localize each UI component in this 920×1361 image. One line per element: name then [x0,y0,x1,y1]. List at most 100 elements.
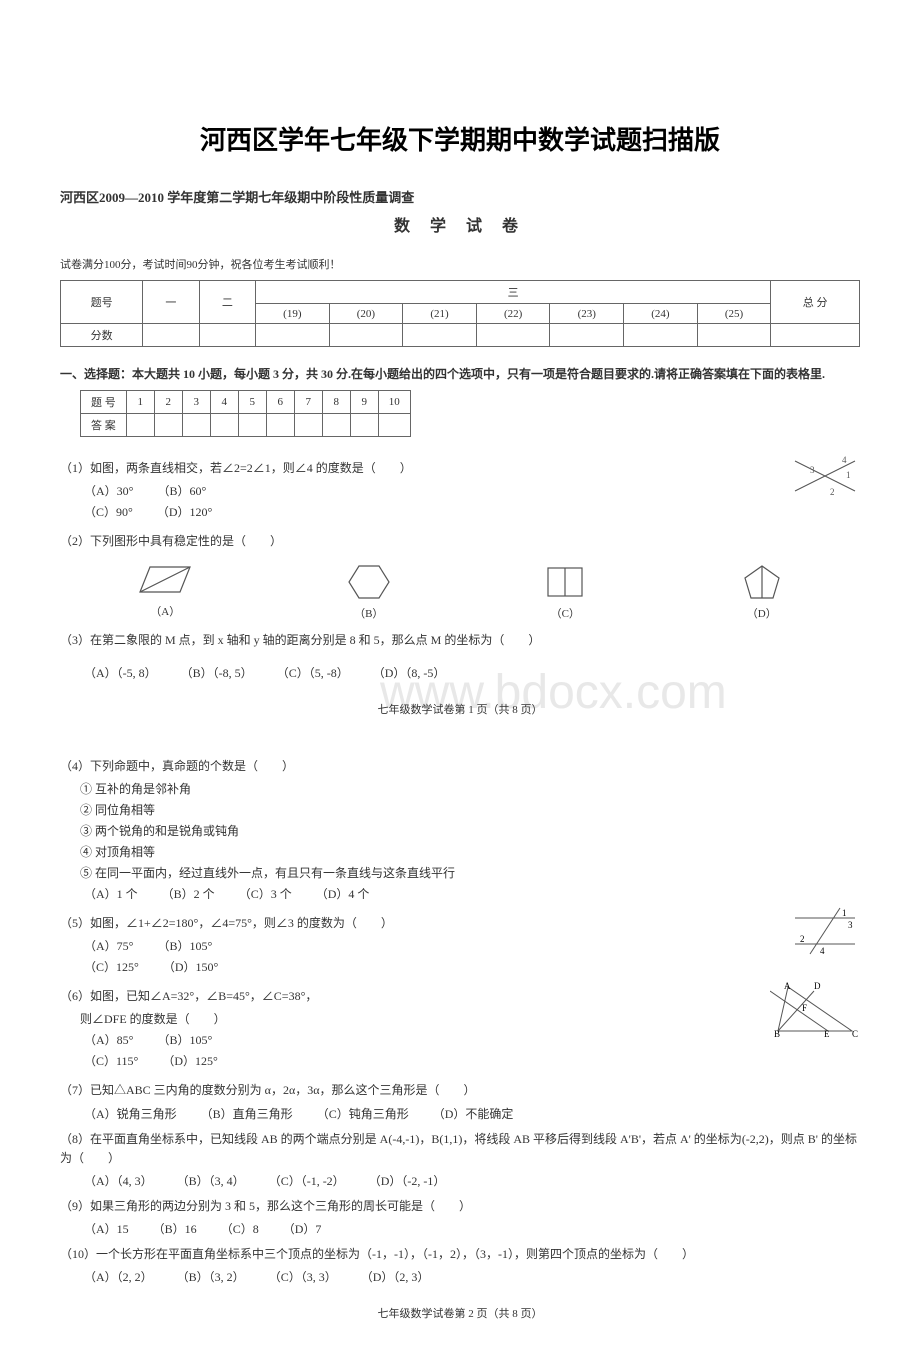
cell [624,324,698,347]
q6-opt-b: （B）105° [157,1031,212,1048]
q1-opt-d: （D）120° [157,503,212,520]
cell: 二 [199,281,255,324]
q8-text: （8）在平面直角坐标系中，已知线段 AB 的两个端点分别是 A(-4,-1)，B… [60,1130,860,1168]
svg-text:B: B [774,1029,780,1039]
q1-opt-a: （A）30° [84,482,133,499]
cell [771,324,860,347]
q1-diagram: 4 1 2 3 [790,451,860,505]
instructions: 试卷满分100分，考试时间90分钟，祝各位考生考试顺利！ [60,256,860,272]
svg-text:C: C [852,1029,858,1039]
q3-opt-d: （D）（8, -5） [373,664,446,681]
q4-sub2: ② 同位角相等 [80,801,860,818]
q4-opt-d: （D）4 个 [316,885,370,902]
cell-label: 题号 [61,281,143,324]
q3-opt-c: （C）（5, -8） [277,664,349,681]
q5-text: （5）如图，∠1+∠2=180°，∠4=75°，则∠3 的度数为（ ） [60,914,774,933]
q8-opt-a: （A）（4, 3） [84,1172,153,1189]
q4-sub4: ④ 对顶角相等 [80,843,860,860]
svg-text:1: 1 [846,470,851,480]
q1-text: （1）如图，两条直线相交，若∠2=2∠1，则∠4 的度数是（ ） [60,459,774,478]
q2-text: （2）下列图形中具有稳定性的是（ ） [60,532,860,551]
cell: (19) [256,304,330,324]
q9-opt-c: （C）8 [221,1220,259,1237]
q10-opt-d: （D）（2, 3） [361,1268,430,1285]
svg-text:4: 4 [820,946,825,956]
cell: 10 [378,391,410,414]
q9-text: （9）如果三角形的两边分别为 3 和 5，那么这个三角形的周长可能是（ ） [60,1197,860,1216]
cell: 1 [126,391,154,414]
q4-opt-b: （B）2 个 [162,885,215,902]
cell: 总 分 [771,281,860,324]
q10-opt-b: （B）（3, 2） [177,1268,245,1285]
q8-opt-c: （C）（-1, -2） [269,1172,345,1189]
cell-label: 分数 [61,324,143,347]
q7-opt-c: （C）钝角三角形 [317,1105,409,1122]
q5-opt-c: （C）125° [84,958,139,975]
q6-opt-d: （D）125° [162,1052,217,1069]
cell [256,324,330,347]
cell: (25) [697,304,771,324]
q1-opt-b: （B）60° [157,482,206,499]
cell: 答 案 [81,414,127,437]
q6-opt-c: （C）115° [84,1052,138,1069]
svg-text:2: 2 [800,934,805,944]
q10-opt-c: （C）（3, 3） [269,1268,337,1285]
q1-opt-c: （C）90° [84,503,133,520]
q3-opt-a: （A）（-5, 8） [84,664,157,681]
score-table: 题号 一 二 三 总 分 (19) (20) (21) (22) (23) (2… [60,280,860,347]
q2-label-b: （B） [346,605,392,621]
answer-grid: 题 号 1 2 3 4 5 6 7 8 9 10 答 案 [80,390,411,437]
cell: (24) [624,304,698,324]
q8-opt-d: （D）（-2, -1） [369,1172,446,1189]
exam-title: 数 学 试 卷 [60,212,860,236]
exam-header: 河西区2009—2010 学年度第二学期七年级期中阶段性质量调查 [60,187,860,206]
q9-opt-b: （B）16 [153,1220,197,1237]
svg-text:E: E [824,1029,830,1039]
q10-opt-a: （A）（2, 2） [84,1268,153,1285]
q2-shapes: （A） （B） （C） （D） [60,562,860,621]
q3-opt-b: （B）（-8, 5） [181,664,253,681]
q5-opt-a: （A）75° [84,937,133,954]
q2-label-a: （A） [135,603,195,619]
cell: 3 [182,391,210,414]
q2-label-c: （C） [542,605,588,621]
q5-diagram: 1 3 2 4 [790,906,860,960]
svg-text:1: 1 [842,908,847,918]
cell: 7 [294,391,322,414]
q6-text: （6）如图，已知∠A=32°，∠B=45°，∠C=38°， [60,987,754,1006]
svg-text:2: 2 [830,487,835,497]
page-1-footer: 七年级数学试卷第 1 页（共 8 页） [60,701,860,717]
section-1-heading: 一、选择题：本大题共 10 小题，每小题 3 分，共 30 分.在每小题给出的四… [60,365,860,384]
cell: (21) [403,304,477,324]
cell [199,324,255,347]
q3-text: （3）在第二象限的 M 点，到 x 轴和 y 轴的距离分别是 8 和 5，那么点… [60,631,860,650]
cell [403,324,477,347]
cell: 2 [154,391,182,414]
q4-sub3: ③ 两个锐角的和是锐角或钝角 [80,822,860,839]
q6-sub: 则∠DFE 的度数是（ ） [80,1010,754,1027]
cell [550,324,624,347]
q7-opt-b: （B）直角三角形 [201,1105,293,1122]
svg-text:D: D [814,981,821,991]
q9-opt-d: （D）7 [283,1220,322,1237]
q6-opt-a: （A）85° [84,1031,133,1048]
q5-opt-d: （D）150° [163,958,218,975]
cell: 9 [350,391,378,414]
q2-label-d: （D） [739,605,785,621]
cell: 一 [143,281,199,324]
q4-sub5: ⑤ 在同一平面内，经过直线外一点，有且只有一条直线与这条直线平行 [80,864,860,881]
svg-text:3: 3 [848,920,853,930]
cell: 4 [210,391,238,414]
cell: 8 [322,391,350,414]
q9-opt-a: （A）15 [84,1220,129,1237]
q5-opt-b: （B）105° [157,937,212,954]
q6-diagram: A D B E C F [770,979,860,1043]
q4-sub1: ① 互补的角是邻补角 [80,780,860,797]
cell: 三 [256,281,771,304]
cell: 6 [266,391,294,414]
q7-opt-a: （A）锐角三角形 [84,1105,177,1122]
cell [143,324,199,347]
cell: 5 [238,391,266,414]
cell [476,324,550,347]
cell [329,324,403,347]
